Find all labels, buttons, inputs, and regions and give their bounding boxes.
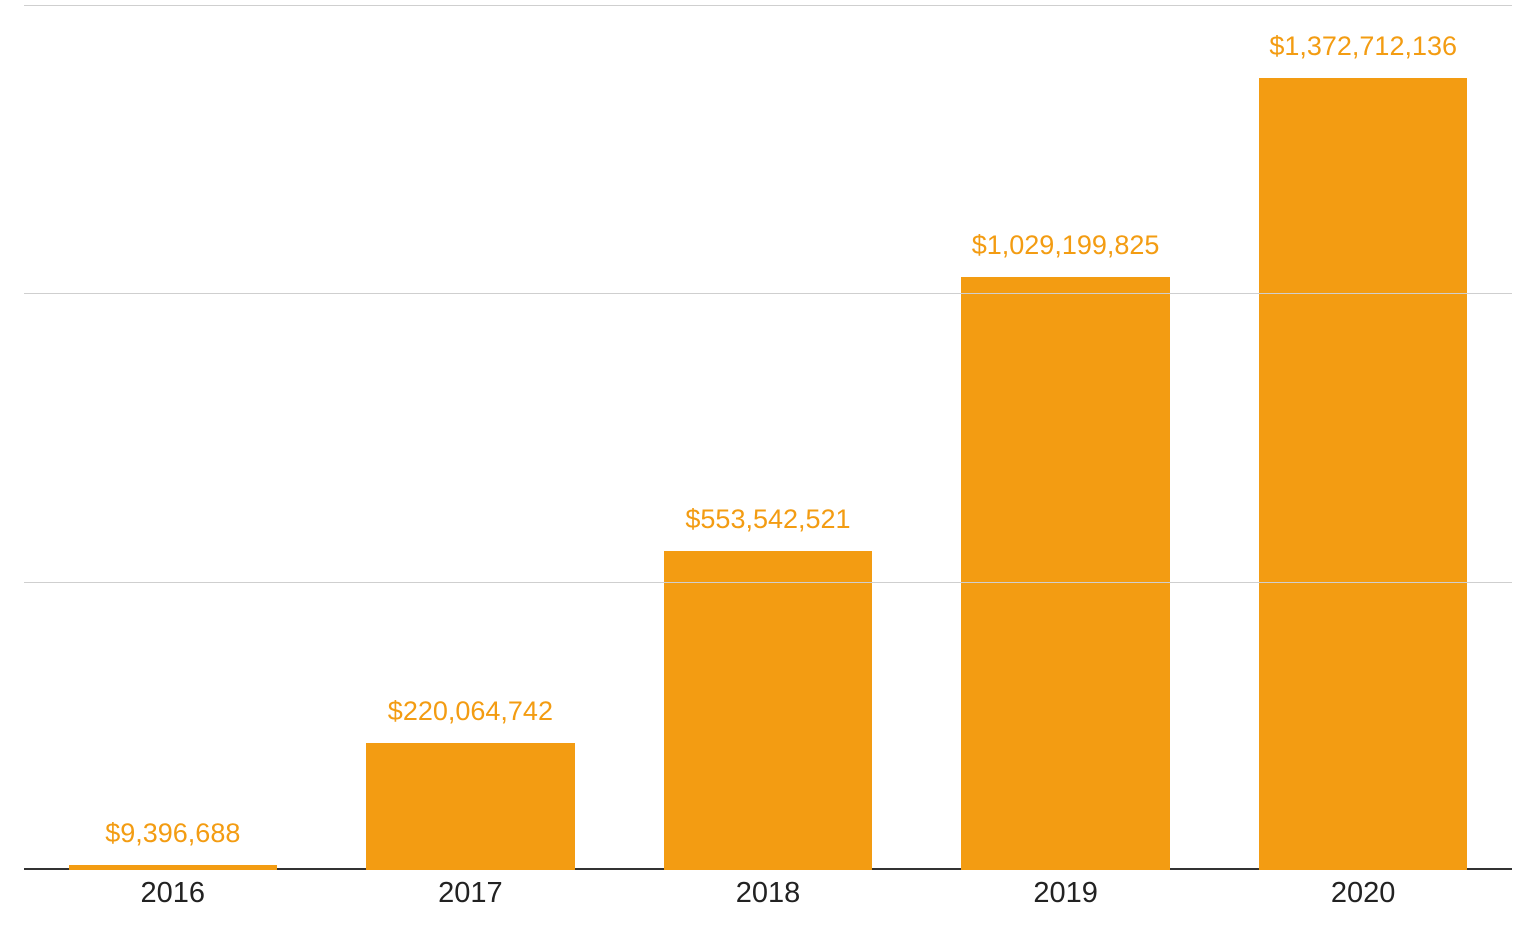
bar — [961, 277, 1169, 871]
bar-value-label: $9,396,688 — [105, 818, 240, 849]
gridline — [24, 582, 1512, 583]
x-axis-label: 2016 — [24, 877, 322, 917]
bar-slot: $1,372,712,136 — [1214, 5, 1512, 870]
bar-slot: $220,064,742 — [322, 5, 620, 870]
bar-slot: $1,029,199,825 — [917, 5, 1215, 870]
x-axis-label: 2017 — [322, 877, 620, 917]
bar — [1259, 78, 1467, 870]
bar — [69, 865, 277, 870]
bar-slot: $553,542,521 — [619, 5, 917, 870]
gridline — [24, 293, 1512, 294]
bar-value-label: $553,542,521 — [685, 504, 850, 535]
bar-slot: $9,396,688 — [24, 5, 322, 870]
x-axis-label: 2019 — [917, 877, 1215, 917]
bar-value-label: $1,029,199,825 — [972, 230, 1160, 261]
bar-value-label: $1,372,712,136 — [1269, 31, 1457, 62]
x-axis-label: 2020 — [1214, 877, 1512, 917]
gridline — [24, 5, 1512, 6]
x-axis-label: 2018 — [619, 877, 917, 917]
bar-chart: $9,396,688 $220,064,742 $553,542,521 $1,029… — [0, 0, 1536, 925]
bars-group: $9,396,688 $220,064,742 $553,542,521 $1,029… — [24, 5, 1512, 870]
bar — [366, 743, 574, 870]
plot-area: $9,396,688 $220,064,742 $553,542,521 $1,029… — [24, 5, 1512, 870]
bar-value-label: $220,064,742 — [388, 696, 553, 727]
bar — [664, 551, 872, 870]
x-axis-labels: 20162017201820192020 — [24, 877, 1512, 917]
